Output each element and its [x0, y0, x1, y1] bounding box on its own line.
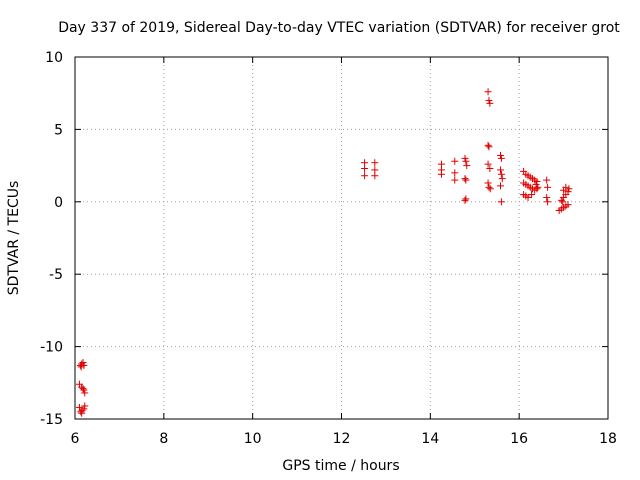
data-point — [532, 180, 540, 188]
data-point — [533, 185, 541, 193]
data-point — [463, 162, 471, 170]
data-point — [524, 193, 532, 201]
data-point — [437, 170, 445, 178]
data-point — [461, 154, 469, 162]
data-point — [497, 198, 505, 206]
data-point — [564, 188, 572, 196]
y-tick-label: -10 — [40, 340, 63, 356]
axis-ticks: 6 8 10 12 14 16 18 -15 -10 -5 0 5 10 — [40, 50, 617, 447]
data-point — [484, 160, 492, 168]
data-point — [543, 176, 551, 184]
x-tick-label: 8 — [159, 431, 168, 447]
data-point — [79, 385, 87, 393]
data-point — [461, 196, 469, 204]
x-tick-label: 16 — [510, 431, 528, 447]
data-point — [497, 151, 505, 159]
data-point — [485, 183, 493, 191]
data-point — [462, 157, 470, 165]
x-tick-label: 14 — [421, 431, 439, 447]
x-tick-label: 18 — [599, 431, 617, 447]
data-point — [565, 185, 573, 193]
data-point — [81, 402, 89, 410]
data-point — [451, 169, 459, 177]
x-axis-label: GPS time / hours — [282, 458, 399, 474]
data-point — [79, 359, 87, 367]
y-tick-label: -15 — [40, 412, 63, 428]
data-point — [80, 405, 88, 413]
data-point — [528, 191, 536, 199]
x-tick-label: 10 — [244, 431, 262, 447]
x-tick-label: 6 — [71, 431, 80, 447]
data-point — [78, 409, 86, 417]
data-point — [81, 389, 89, 397]
data-point — [543, 193, 551, 201]
y-tick-label: 0 — [54, 195, 63, 211]
data-point — [497, 182, 505, 190]
data-point — [485, 143, 493, 151]
data-point — [497, 154, 505, 162]
data-point — [371, 159, 379, 167]
data-point — [486, 185, 494, 193]
data-point — [484, 179, 492, 187]
data-point — [497, 170, 505, 178]
data-point — [462, 195, 470, 203]
data-point — [361, 164, 369, 172]
data-point — [564, 201, 572, 209]
data-point — [461, 175, 469, 183]
data-point — [486, 164, 494, 172]
data-point — [451, 157, 459, 165]
data-point — [544, 183, 552, 191]
data-point — [77, 363, 85, 371]
data-points — [75, 88, 573, 417]
data-point — [77, 408, 85, 416]
data-point — [451, 176, 459, 184]
data-point — [533, 178, 541, 186]
y-tick-label: 5 — [54, 122, 63, 138]
data-point — [486, 99, 494, 107]
data-point — [544, 198, 552, 206]
chart-title: Day 337 of 2019, Sidereal Day-to-day VTE… — [58, 20, 620, 36]
y-tick-label: -5 — [49, 267, 63, 283]
data-point — [559, 198, 567, 206]
data-point — [361, 172, 369, 180]
data-point — [534, 183, 542, 191]
data-point — [485, 96, 493, 104]
data-point — [484, 88, 492, 96]
data-point — [497, 166, 505, 174]
data-point — [371, 172, 379, 180]
grid — [75, 57, 608, 419]
data-point — [462, 176, 470, 184]
data-point — [80, 386, 88, 394]
y-tick-label: 10 — [45, 50, 63, 66]
data-point — [562, 183, 570, 191]
data-point — [498, 175, 506, 183]
data-point — [484, 141, 492, 149]
x-tick-label: 12 — [333, 431, 351, 447]
y-axis-label: SDTVAR / TECUs — [6, 181, 22, 296]
